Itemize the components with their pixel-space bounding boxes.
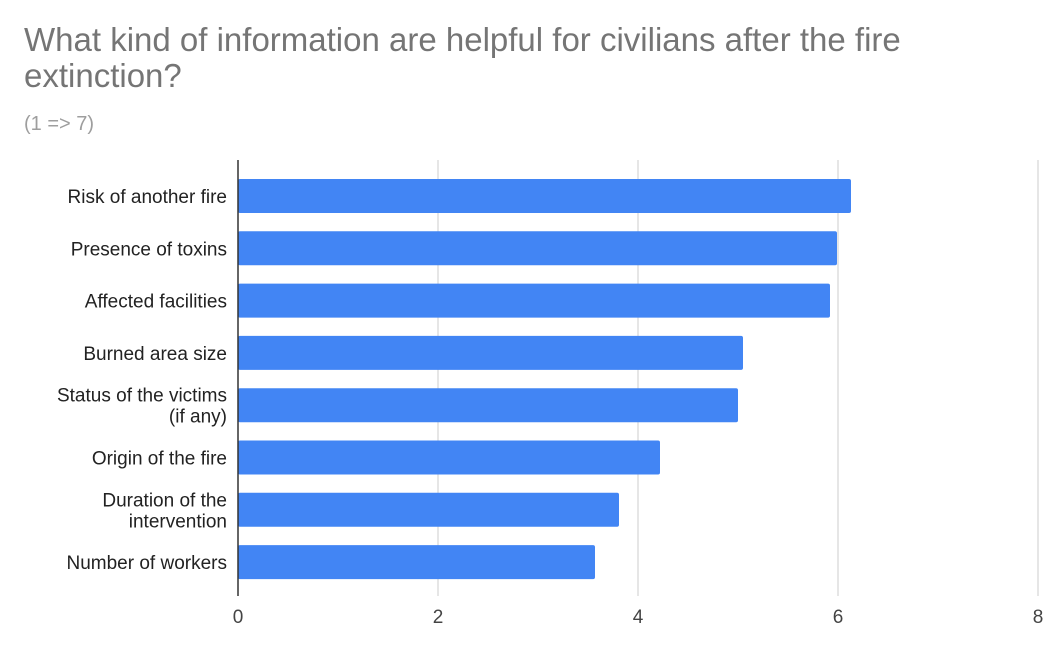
bar bbox=[238, 283, 830, 318]
bar bbox=[238, 179, 851, 213]
category-label: Risk of another fire bbox=[68, 187, 227, 208]
category-label: Presence of toxins bbox=[71, 239, 227, 260]
x-tick-label: 0 bbox=[233, 607, 244, 628]
x-tick-labels: 0 2 4 6 8 bbox=[233, 607, 1044, 628]
category-label: Status of the victims (if any) bbox=[57, 386, 227, 428]
chart-subtitle: (1 => 7) bbox=[24, 113, 95, 135]
bar bbox=[238, 492, 619, 527]
bars bbox=[238, 179, 851, 580]
bar bbox=[238, 335, 743, 370]
gridlines bbox=[437, 160, 1039, 596]
bar bbox=[238, 545, 595, 580]
category-label: Duration of the intervention bbox=[102, 490, 227, 532]
chart-title: What kind of information are helpful for… bbox=[24, 21, 901, 94]
category-label: Affected facilities bbox=[85, 292, 227, 313]
x-tick-label: 8 bbox=[1033, 607, 1044, 628]
bar bbox=[238, 440, 660, 475]
category-label: Origin of the fire bbox=[92, 449, 227, 470]
x-tick-label: 6 bbox=[833, 607, 844, 628]
x-tick-label: 4 bbox=[633, 607, 644, 628]
x-tick-label: 2 bbox=[433, 607, 444, 628]
category-label: Number of workers bbox=[67, 553, 228, 574]
bar bbox=[238, 231, 837, 266]
bar bbox=[238, 388, 738, 423]
category-label: Burned area size bbox=[83, 344, 227, 365]
category-labels: Risk of another fire Presence of toxins Af… bbox=[57, 187, 227, 574]
